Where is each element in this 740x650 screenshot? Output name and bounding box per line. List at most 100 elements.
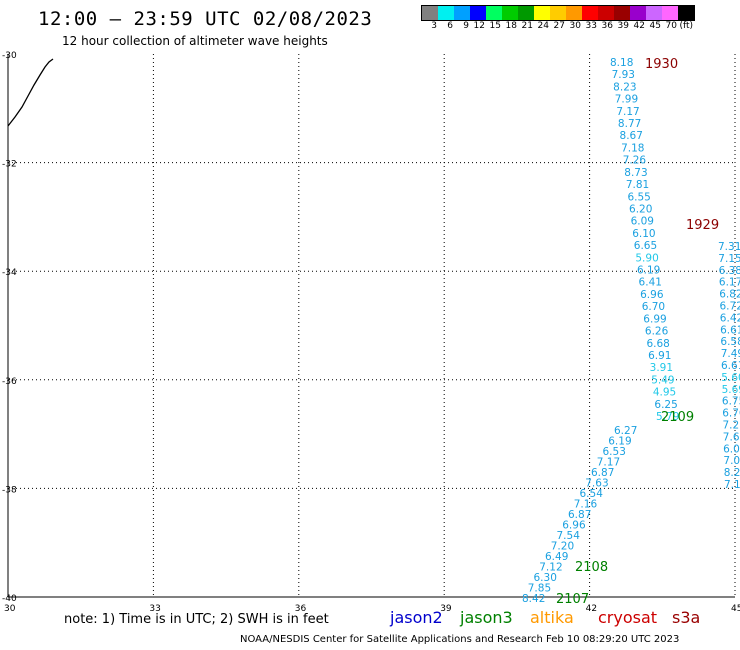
latitude-label: -32 [2,160,17,170]
scale-tick-label: 70 [665,21,677,31]
swh-value-track-b: 6.87 [591,467,614,479]
color-scale-ticks: 3 6 9 12 15 18 21 24 27 30 33 36 39 42 45 70 (ft) [421,21,693,31]
scale-swatch [582,6,598,20]
scale-tick-label: 27 [553,21,565,31]
swh-value-track-b: 7.20 [551,541,574,553]
swh-value-track-a: 7.17 [616,106,639,118]
scale-swatch [518,6,534,20]
scale-tick-label: (ft) [679,21,693,31]
legend-item-jason2: jason2 [390,608,443,627]
swh-value-track-a: 8.23 [613,81,636,93]
coastline [7,58,54,127]
scale-tick-label: 42 [633,21,645,31]
swh-value-track-a: 5.79 [656,411,679,423]
scale-tick-label: 18 [505,21,517,31]
longitude-label: 42 [586,604,597,614]
latitude-label: -34 [2,268,17,278]
swh-value-track-c: 6.61 [721,360,740,372]
scale-tick-label: 45 [649,21,661,31]
swh-value-track-b: 6.27 [614,425,637,437]
swh-value-track-b: 6.19 [608,436,631,448]
scale-swatch [470,6,486,20]
scale-swatch [646,6,662,20]
swh-value-track-c: 6.82 [719,289,740,301]
scale-tick-label: 6 [447,21,453,31]
swh-value-track-a: 8.18 [610,57,633,69]
swh-value-track-b: 6.49 [545,551,568,563]
swh-value-track-a: 8.73 [624,167,647,179]
scale-swatch [630,6,646,20]
swh-value-track-a: 5.49 [651,374,674,386]
swh-value-track-b: 6.54 [580,488,604,500]
swh-value-track-a: 7.93 [612,69,635,81]
pass-time-label: 2107 [556,592,589,607]
swh-value-track-c: 7.28 [723,420,740,432]
swh-value-track-c: 6.38 [719,265,740,277]
scale-swatch [662,6,678,20]
longitude-label: 30 [4,604,16,614]
scale-tick-label: 15 [489,21,501,31]
legend-item-altika: altika [530,608,574,627]
swh-value-track-a: 6.25 [654,399,677,411]
longitude-label: 36 [295,604,307,614]
swh-value-track-b: 6.87 [568,509,591,521]
swh-value-track-a: 6.70 [642,301,665,313]
scale-swatch [438,6,454,20]
swh-value-track-a: 8.77 [618,118,641,130]
swh-value-track-c: 6.08 [723,443,740,455]
swh-value-track-c: 7.04 [723,455,740,467]
scale-swatch [534,6,550,20]
scale-tick-label: 3 [431,21,437,31]
swh-value-track-a: 7.18 [621,142,644,154]
swh-value-track-b: 7.54 [557,530,581,542]
scale-tick-label: 9 [463,21,469,31]
scale-tick-label: 30 [569,21,581,31]
scale-swatch [614,6,630,20]
swh-value-track-c: 6.76 [722,408,740,420]
latitude-label: -38 [2,485,17,495]
swh-value-track-a: 4.95 [653,387,676,399]
scale-swatch [422,6,438,20]
pass-time-label: 2108 [575,560,608,575]
scale-tick-label: 21 [521,21,533,31]
swh-value-track-c: 7.15 [718,253,740,265]
swh-value-track-a: 3.91 [650,362,673,374]
longitude-label: 33 [149,604,160,614]
legend-item-jason3: jason3 [460,608,513,627]
swh-value-track-c: 7.1 [724,479,740,491]
scale-tick-label: 39 [617,21,629,31]
swh-value-track-a: 6.26 [645,326,669,338]
scale-tick-label: 12 [473,21,485,31]
page-title: 12:00 – 23:59 UTC 02/08/2023 [38,8,373,30]
swh-value-track-a: 6.65 [634,240,657,252]
longitude-label: 39 [440,604,452,614]
pass-time-label: 1929 [686,218,719,233]
swh-value-track-c: 6.72 [720,301,740,313]
swh-value-track-c: 7.31 [718,241,740,253]
swh-value-track-a: 6.10 [632,228,655,240]
scale-swatch [598,6,614,20]
swh-value-track-b: 7.16 [574,499,598,511]
swh-value-track-c: 6.61 [720,324,740,336]
scale-swatch [550,6,566,20]
swh-value-track-a: 7.26 [623,155,647,167]
swh-value-track-a: 6.09 [631,216,654,228]
swh-value-track-a: 6.19 [637,265,660,277]
swh-value-track-a: 5.90 [635,252,658,264]
swh-value-track-b: 6.96 [562,520,586,532]
scale-swatch [502,6,518,20]
swh-value-track-b: 7.85 [528,583,551,595]
scale-swatch [678,6,694,20]
page-subtitle: 12 hour collection of altimeter wave hei… [62,34,328,48]
swh-value-track-a: 6.96 [640,289,664,301]
swh-value-track-a: 6.91 [648,350,671,362]
pass-time-label: 2109 [661,410,694,425]
legend-item-s3a: s3a [672,608,701,627]
swh-value-track-c: 6.42 [720,312,740,324]
swh-value-track-b: 7.63 [585,478,608,490]
swh-value-track-c: 7.67 [723,431,740,443]
scale-tick-label: 33 [585,21,597,31]
scale-swatch [454,6,470,20]
swh-value-track-a: 7.81 [626,179,649,191]
